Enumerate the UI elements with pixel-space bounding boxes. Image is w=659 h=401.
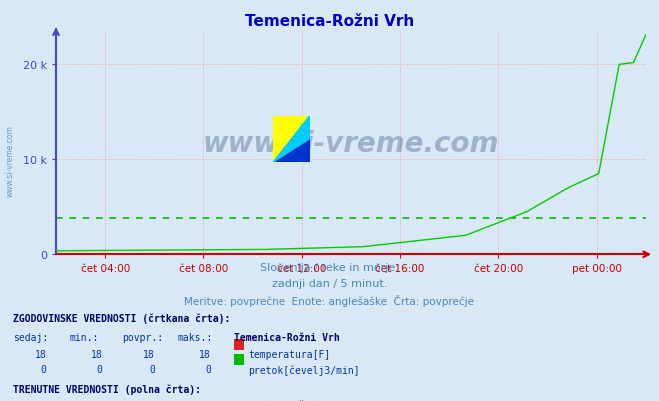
Text: min.:: min.: (69, 332, 99, 342)
Text: www.si-vreme.com: www.si-vreme.com (203, 130, 499, 157)
Text: maks.:: maks.: (178, 400, 213, 401)
Text: TRENUTNE VREDNOSTI (polna črta):: TRENUTNE VREDNOSTI (polna črta): (13, 383, 201, 394)
Text: maks.:: maks.: (178, 332, 213, 342)
Text: Slovenija / reke in morje.: Slovenija / reke in morje. (260, 263, 399, 273)
Text: sedaj:: sedaj: (13, 400, 48, 401)
Polygon shape (273, 116, 310, 162)
Text: povpr.:: povpr.: (122, 400, 163, 401)
Text: Temenica-Rožni Vrh: Temenica-Rožni Vrh (234, 332, 339, 342)
Text: temperatura[F]: temperatura[F] (248, 349, 331, 359)
Polygon shape (273, 116, 310, 162)
Text: sedaj:: sedaj: (13, 332, 48, 342)
Text: 0: 0 (96, 364, 102, 374)
Text: 0: 0 (149, 364, 155, 374)
Polygon shape (273, 116, 310, 162)
Text: pretok[čevelj3/min]: pretok[čevelj3/min] (248, 364, 360, 375)
Text: Meritve: povprečne  Enote: anglešaške  Črta: povprečje: Meritve: povprečne Enote: anglešaške Črt… (185, 295, 474, 307)
Text: 0: 0 (40, 364, 46, 374)
Text: 18: 18 (34, 349, 46, 359)
Text: 18: 18 (90, 349, 102, 359)
Text: 18: 18 (199, 349, 211, 359)
Text: ZGODOVINSKE VREDNOSTI (črtkana črta):: ZGODOVINSKE VREDNOSTI (črtkana črta): (13, 313, 231, 323)
Text: povpr.:: povpr.: (122, 332, 163, 342)
Text: 18: 18 (143, 349, 155, 359)
Text: www.si-vreme.com: www.si-vreme.com (5, 125, 14, 196)
Text: min.:: min.: (69, 400, 99, 401)
Text: 0: 0 (205, 364, 211, 374)
Text: Temenica-Rožni Vrh: Temenica-Rožni Vrh (234, 400, 339, 401)
Text: zadnji dan / 5 minut.: zadnji dan / 5 minut. (272, 279, 387, 289)
Text: Temenica-Rožni Vrh: Temenica-Rožni Vrh (245, 14, 414, 29)
